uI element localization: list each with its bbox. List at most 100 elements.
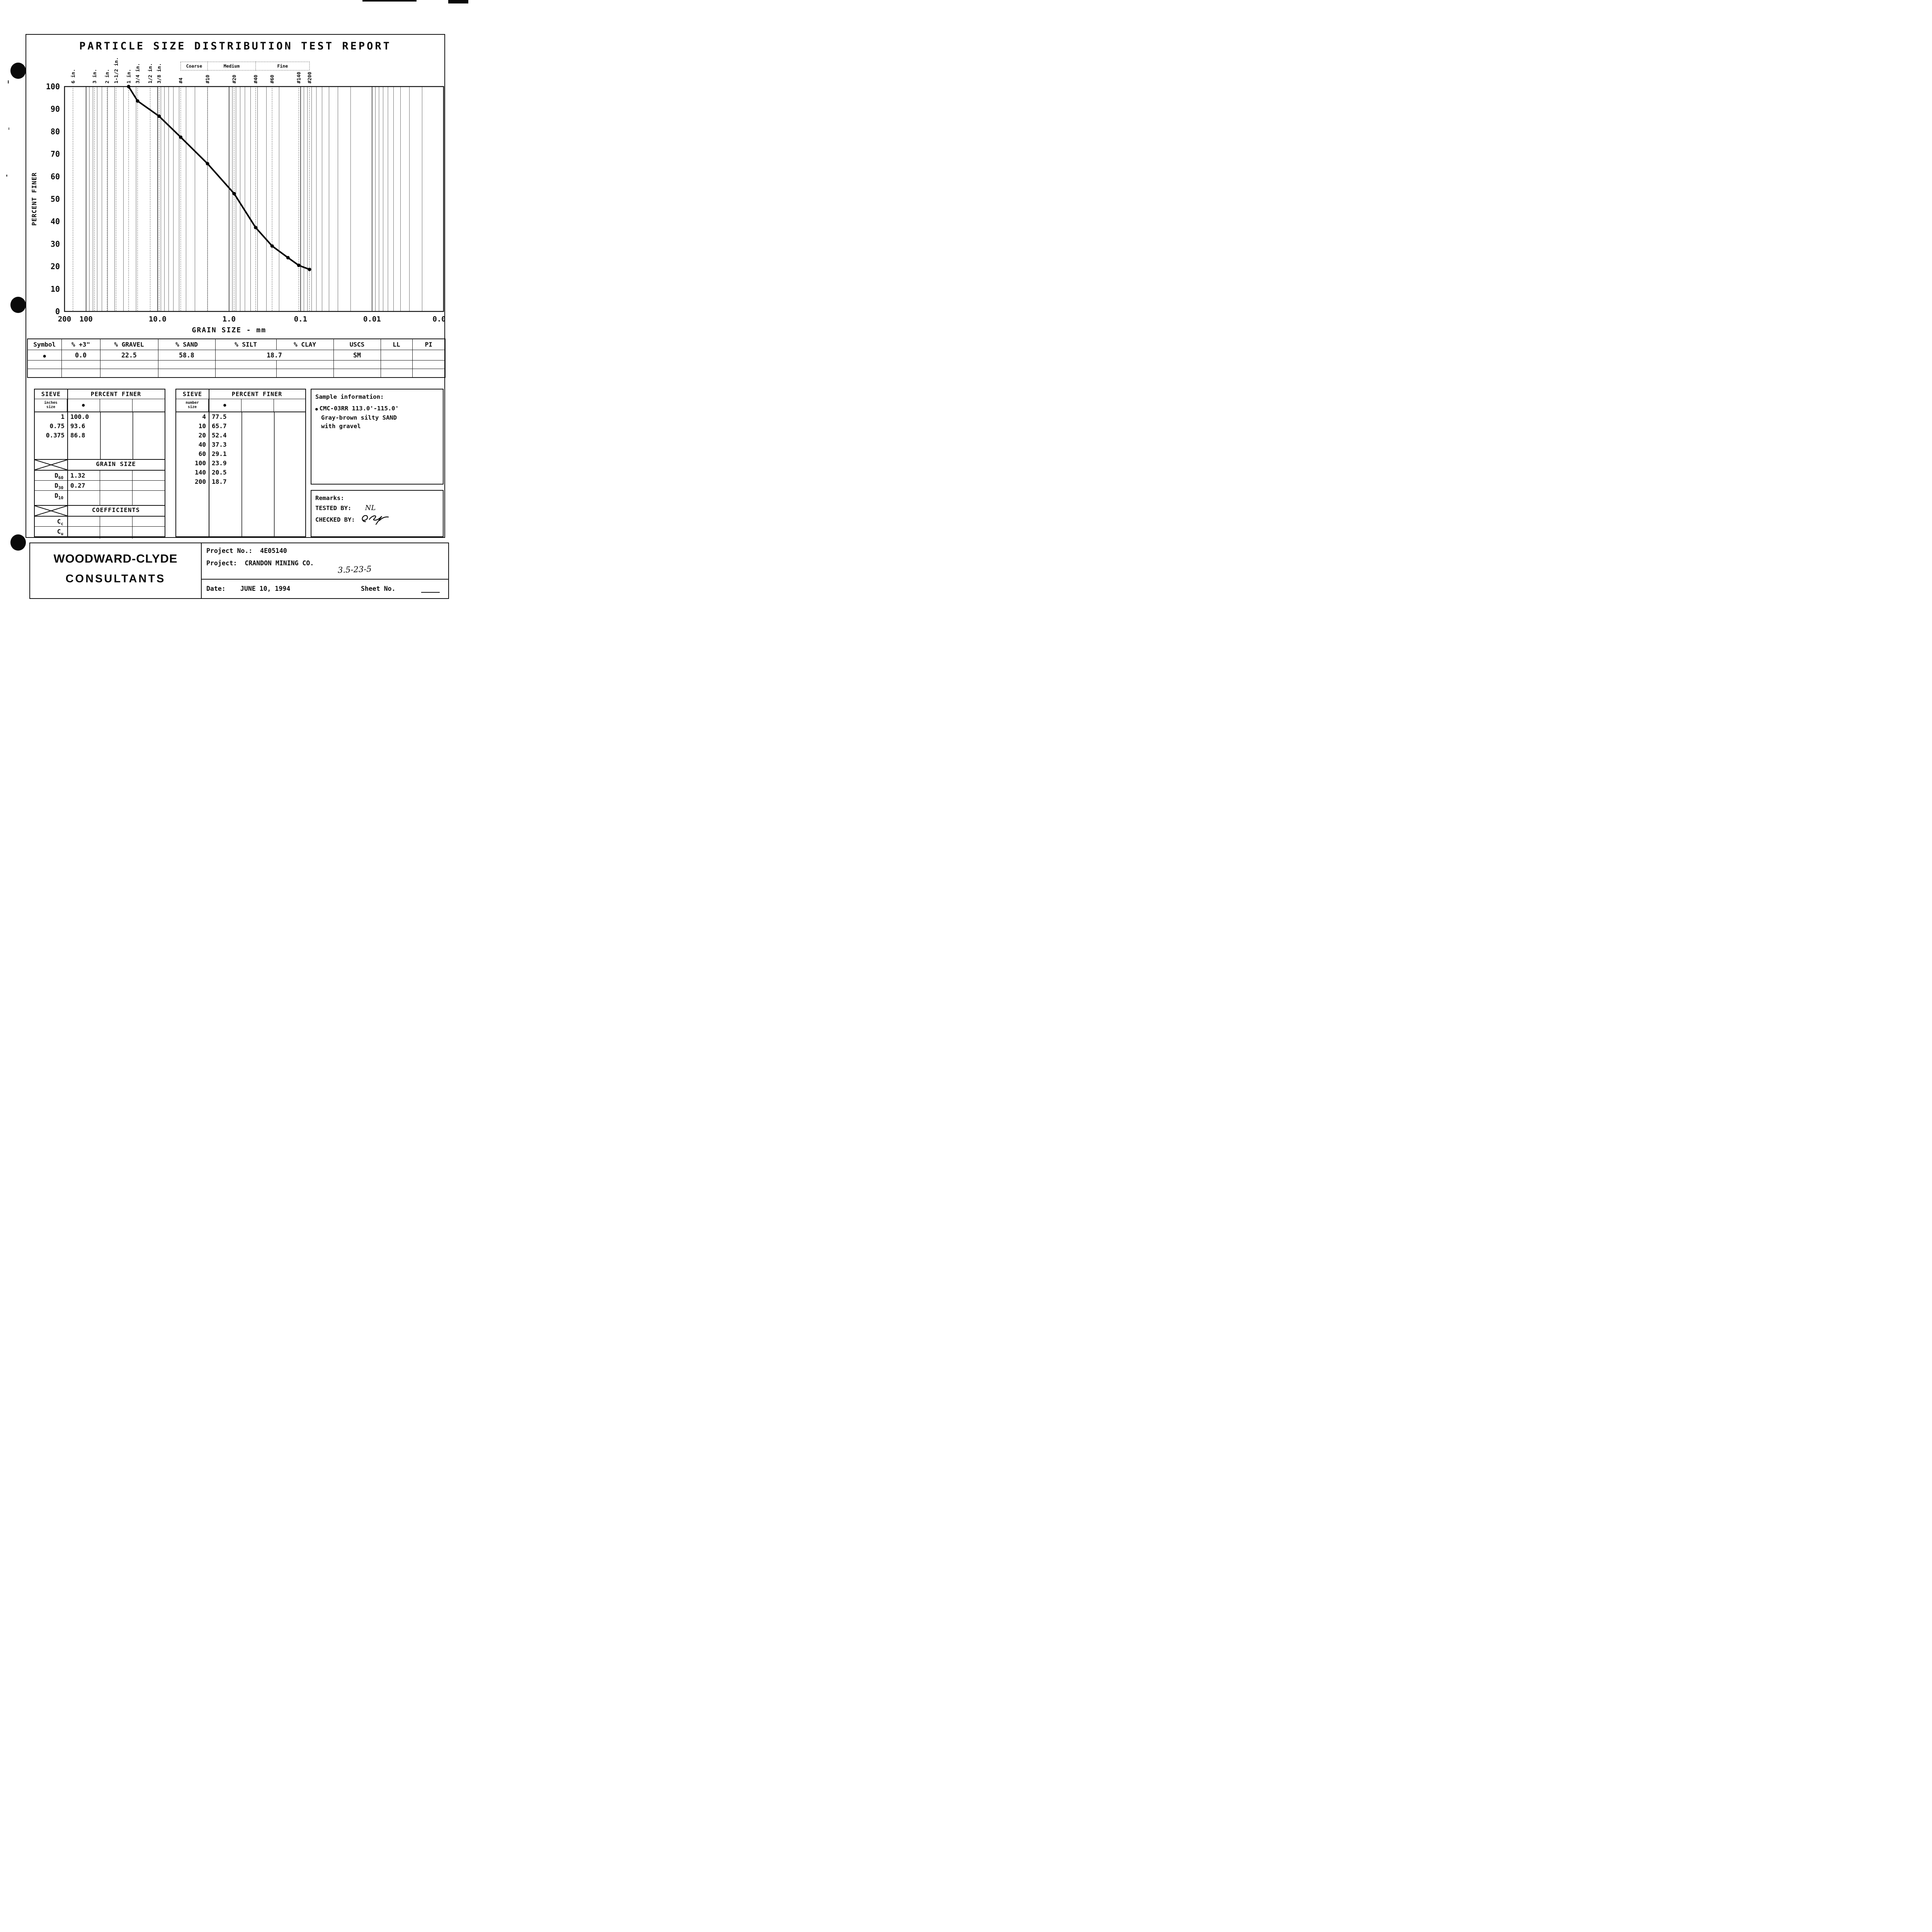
sand-value: 58.8	[158, 350, 216, 361]
parameter-label: D60	[54, 472, 63, 481]
grain-size-header: GRAIN SIZE	[35, 459, 165, 471]
plus3-value: 0.0	[61, 350, 100, 361]
empty-cell	[158, 369, 216, 378]
empty-cell	[100, 360, 158, 369]
summary-empty-row	[27, 360, 446, 369]
percent-finer-cell: 52.4	[212, 432, 227, 439]
date-label: Date:	[206, 585, 226, 592]
y-tick-label: 50	[51, 194, 60, 204]
sample-information-box: Sample information: ● CMC-03RR 113.0'-115…	[311, 389, 444, 485]
scan-artifact	[6, 175, 7, 177]
crossed-cell	[35, 506, 67, 516]
parameter-value	[67, 491, 100, 505]
sieve-table-row: 0.75 93.6	[35, 422, 165, 431]
handwritten-note: 3.5-23-5	[337, 564, 372, 575]
sieve-size-cell: 1	[61, 413, 65, 420]
checked-by-label: CHECKED BY:	[315, 516, 355, 523]
series-marker: ●	[315, 406, 318, 412]
grain-size-chart: 6 in. 3 in. 2 in. 1-1/2 in. 1 in. 3/4 in. 1/2 …	[27, 56, 445, 334]
sieve-size-label: #60	[269, 75, 275, 83]
percent-finer-cell: 20.5	[212, 469, 227, 476]
series-marker: ●	[43, 353, 46, 359]
empty-cell	[380, 360, 413, 369]
empty-cell	[27, 369, 62, 378]
symbol-cell: ●	[27, 350, 62, 361]
empty-cell	[276, 360, 334, 369]
sieve-size-cell: 200	[195, 478, 206, 485]
sieve-inches-table: SIEVE PERCENT FINER inches size ● 1 100.0…	[34, 389, 165, 539]
sieve-size-cell: 60	[198, 450, 206, 457]
x-tick-label: 200	[58, 315, 71, 323]
data-point-marker	[136, 99, 139, 103]
sieve-table-row: 10 65.7	[176, 422, 305, 431]
parameter-label: D10	[54, 492, 63, 501]
sieve-inches-rows: 1 100.0 0.75 93.6 0.375 86.8	[35, 412, 165, 459]
sieve-size-cell: 0.375	[46, 432, 65, 439]
tested-by-value: NL	[365, 504, 376, 512]
data-point-marker	[297, 264, 301, 267]
grain-size-chart-svg: 6 in. 3 in. 2 in. 1-1/2 in. 1 in. 3/4 in. 1/2 …	[31, 57, 445, 334]
sieve-number-subheader: number size ●	[176, 399, 305, 412]
parameter-row: D30 0.27	[35, 481, 165, 493]
sieve-size-label: #4	[178, 78, 184, 83]
sand-band-label: Coarse	[186, 63, 202, 69]
pi-value	[412, 350, 446, 361]
parameter-value	[67, 517, 100, 529]
y-tick-label: 30	[51, 239, 60, 248]
punch-hole	[10, 297, 26, 313]
company-block: WOODWARD-CLYDE CONSULTANTS	[30, 543, 202, 598]
uscs-value: SM	[333, 350, 381, 361]
sieve-size-cell: 140	[195, 469, 206, 476]
percent-finer-cell: 29.1	[212, 450, 227, 457]
project-label: Project:	[206, 560, 237, 567]
data-point-marker	[308, 267, 311, 271]
project-no-label: Project No.:	[206, 547, 253, 554]
y-tick-label: 100	[46, 82, 60, 91]
empty-cell	[100, 369, 158, 378]
distribution-curve	[128, 86, 310, 270]
x-tick-label: 10.0	[149, 315, 167, 323]
empty-cell	[412, 360, 446, 369]
summary-table: Symbol % +3" % GRAVEL % SAND % SILT % CL…	[27, 338, 446, 378]
y-axis-title: PERCENT FINER	[31, 172, 38, 226]
signature-scribble	[362, 515, 389, 525]
parameter-value: 0.27	[67, 481, 100, 493]
d-values: D60 1.32 D30 0.27 D10	[35, 471, 165, 505]
crossed-cell	[35, 460, 67, 470]
header-ll: LL	[380, 338, 413, 350]
sieve-table-row: 60 29.1	[176, 449, 305, 459]
sieve-size-cell: 20	[198, 432, 206, 439]
sieve-label: SIEVE	[41, 391, 61, 398]
gravel-value: 22.5	[100, 350, 158, 361]
sieve-number-header: SIEVE PERCENT FINER	[176, 389, 305, 399]
scan-artifact	[362, 0, 417, 2]
header-plus3: % +3"	[61, 338, 100, 350]
sieve-size-label: 1/2 in.	[147, 63, 153, 83]
percent-finer-label: PERCENT FINER	[90, 391, 141, 398]
percent-finer-cell: 86.8	[70, 432, 85, 439]
sieve-label: SIEVE	[182, 391, 202, 398]
percent-finer-label: PERCENT FINER	[231, 391, 282, 398]
coefficients-header: COEFFICIENTS	[35, 505, 165, 517]
sieve-table-row: 40 37.3	[176, 440, 305, 449]
tested-by-row: TESTED BY: NL	[315, 504, 439, 512]
sieve-number-rows: 4 77.5 10 65.7 20 52.4 40 37.3 60 29.1 100 23.9 140 2…	[176, 412, 305, 536]
empty-cell	[412, 369, 446, 378]
percent-finer-cell: 65.7	[212, 422, 227, 430]
project-no-value: 4E05140	[260, 547, 287, 554]
sieve-size-label: 6 in.	[70, 69, 76, 83]
sieve-size-cell: 40	[198, 441, 206, 448]
sieve-size-label: #140	[296, 72, 302, 83]
data-point-marker	[157, 114, 161, 118]
header-clay: % CLAY	[276, 338, 334, 350]
date-value: JUNE 10, 1994	[240, 585, 291, 592]
header-sand: % SAND	[158, 338, 216, 350]
parameter-row: Cc	[35, 517, 165, 529]
sieve-table-row: 140 20.5	[176, 468, 305, 477]
empty-cell	[158, 360, 216, 369]
project-value: CRANDON MINING CO.	[245, 560, 314, 567]
checked-by-row: CHECKED BY:	[315, 514, 439, 526]
page-title: PARTICLE SIZE DISTRIBUTION TEST REPORT	[79, 40, 391, 52]
header-gravel: % GRAVEL	[100, 338, 158, 350]
company-name-line2: CONSULTANTS	[65, 573, 166, 585]
